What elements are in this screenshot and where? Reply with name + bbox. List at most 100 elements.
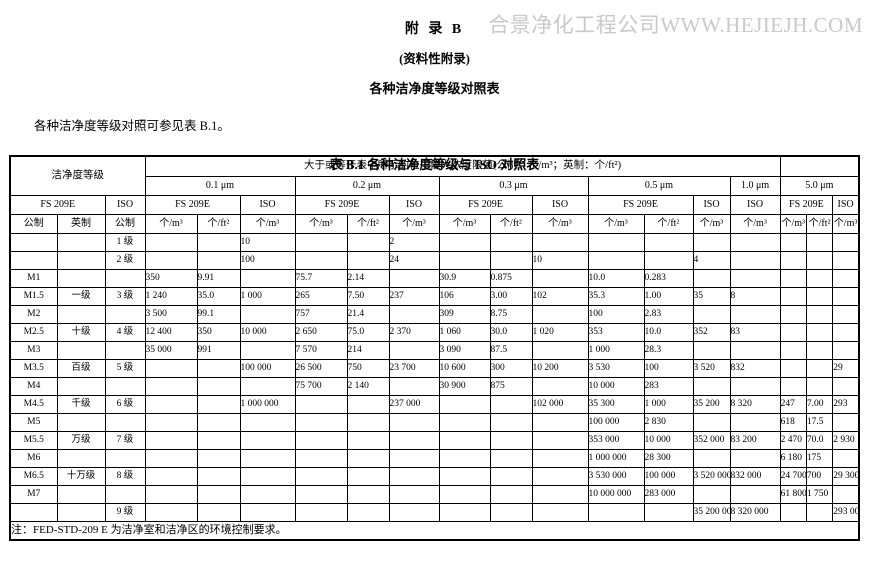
- data-cell-0-3: [294, 233, 348, 252]
- data-cell-5-1: 350: [196, 323, 241, 342]
- row-iso-class: 5 级: [104, 359, 146, 378]
- table-row: M5.5 万级 7 级 353 000 10 000 352 000 83 200 2 470…: [9, 431, 860, 450]
- data-cell-11-0: [144, 431, 198, 450]
- table-row: M3.5 百级 5 级 100 000 26 500 750 23 700 10 600 300…: [9, 359, 860, 378]
- data-cell-5-5: 2 370: [388, 323, 440, 342]
- row-fs-imperial: [56, 413, 106, 432]
- document-heading: 附 录 B (资料性附录) 各种洁净度等级对照表: [0, 0, 869, 97]
- row-fs-imperial: [56, 251, 106, 270]
- data-cell-4-14: [805, 305, 834, 324]
- row-iso-class: 7 级: [104, 431, 146, 450]
- row-fs-imperial: 万级: [56, 431, 106, 450]
- data-cell-5-3: 2 650: [294, 323, 348, 342]
- data-cell-1-0: [144, 251, 198, 270]
- data-cell-4-12: [729, 305, 781, 324]
- header-unit-15: 个/m³: [832, 214, 860, 234]
- data-cell-10-5: [388, 413, 440, 432]
- data-cell-2-12: [729, 269, 781, 288]
- row-fs-metric: M1: [9, 269, 58, 288]
- data-cell-7-14: [805, 359, 834, 378]
- header-row-group: 洁净度等级 大于或等于表中所示的粒子最大浓度限值(公制：个/m³；英制：个/ft…: [9, 155, 859, 196]
- data-cell-11-13: 2 470: [779, 431, 807, 450]
- data-cell-11-8: [531, 431, 589, 450]
- data-cell-0-4: [346, 233, 390, 252]
- row-iso-class: [104, 413, 146, 432]
- row-fs-imperial: [56, 485, 106, 504]
- data-cell-0-1: [196, 233, 241, 252]
- table-row: M4 75 700 2 140 30 900 875 10 000 283: [9, 377, 860, 396]
- data-cell-1-4: [346, 251, 390, 270]
- data-cell-10-12: [729, 413, 781, 432]
- row-fs-imperial: [56, 233, 106, 252]
- data-cell-10-13: 618: [779, 413, 807, 432]
- data-cell-3-11: 35: [692, 287, 731, 306]
- data-cell-10-7: [489, 413, 533, 432]
- data-cell-2-0: 350: [144, 269, 198, 288]
- data-cell-8-0: [144, 377, 198, 396]
- table-row: M7 10 000 000 283 000 61 800 1 750: [9, 485, 860, 504]
- data-cell-3-2: 1 000: [239, 287, 296, 306]
- data-cell-13-15: 29 300: [832, 467, 860, 486]
- data-cell-6-2: [239, 341, 296, 360]
- lead-paragraph: 各种洁净度等级对照可参见表 B.1。: [34, 119, 230, 133]
- header-std-0: FS 209E: [144, 195, 241, 215]
- header-concentration-group: 大于或等于表中所示的粒子最大浓度限值(公制：个/m³；英制：个/ft²): [144, 155, 781, 177]
- table-row: M3 35 000 991 7 570 214 3 090 87.5 1 000 28.3: [9, 341, 860, 360]
- row-fs-metric: M1.5: [9, 287, 58, 306]
- data-cell-13-11: 3 520 000: [692, 467, 731, 486]
- row-fs-metric: [9, 503, 58, 522]
- data-cell-3-0: 1 240: [144, 287, 198, 306]
- data-cell-12-10: 28 300: [643, 449, 694, 468]
- data-cell-10-2: [239, 413, 296, 432]
- data-cell-8-11: [692, 377, 731, 396]
- appendix-subtitle: (资料性附录): [399, 52, 470, 66]
- data-cell-11-11: 352 000: [692, 431, 731, 450]
- data-cell-12-15: [832, 449, 860, 468]
- data-cell-9-9: 35 300: [587, 395, 645, 414]
- row-fs-imperial: [56, 341, 106, 360]
- table-row: M6.5 十万级 8 级 3 530 000 100 000 3 520 000 832 0…: [9, 467, 860, 486]
- data-cell-0-12: [729, 233, 781, 252]
- data-cell-2-5: [388, 269, 440, 288]
- data-cell-15-15: 293 000: [832, 503, 860, 522]
- data-cell-6-11: [692, 341, 731, 360]
- data-cell-5-13: [779, 323, 807, 342]
- data-cell-14-8: [531, 485, 589, 504]
- data-cell-9-4: [346, 395, 390, 414]
- data-cell-10-1: [196, 413, 241, 432]
- data-cell-13-1: [196, 467, 241, 486]
- data-cell-2-3: 75.7: [294, 269, 348, 288]
- data-cell-12-8: [531, 449, 589, 468]
- data-cell-1-5: 24: [388, 251, 440, 270]
- row-fs-metric: M5: [9, 413, 58, 432]
- table-row: M1 350 9.91 75.7 2.14 30.9 0.875 10.0 0.283: [9, 269, 860, 288]
- data-cell-11-7: [489, 431, 533, 450]
- data-cell-10-0: [144, 413, 198, 432]
- row-fs-metric: [9, 251, 58, 270]
- data-cell-7-3: 26 500: [294, 359, 348, 378]
- data-cell-3-6: 106: [438, 287, 491, 306]
- data-cell-1-13: [779, 251, 807, 270]
- table-note-row: 注：FED-STD-209 E 为洁净室和洁净区的环境控制要求。: [9, 521, 860, 541]
- data-cell-14-12: [729, 485, 781, 504]
- data-cell-12-4: [346, 449, 390, 468]
- header-std-5: ISO: [531, 195, 589, 215]
- data-cell-14-6: [438, 485, 491, 504]
- header-row-units: 公制 英制 公制 个/m³ 个/ft² 个/m³ 个/m³ 个/ft² 个/m³ 个/m³ 个/ft…: [9, 214, 860, 234]
- data-cell-3-8: 102: [531, 287, 589, 306]
- data-cell-1-14: [805, 251, 834, 270]
- data-cell-4-11: [692, 305, 731, 324]
- data-cell-1-11: 4: [692, 251, 731, 270]
- data-cell-15-10: [643, 503, 694, 522]
- header-size-0-1: 0.1 μm: [144, 176, 296, 196]
- data-cell-9-11: 35 200: [692, 395, 731, 414]
- data-cell-1-9: [587, 251, 645, 270]
- data-cell-8-7: 875: [489, 377, 533, 396]
- appendix-name: 各种洁净度等级对照表: [369, 81, 500, 96]
- data-cell-0-10: [643, 233, 694, 252]
- data-cell-7-13: [779, 359, 807, 378]
- header-std-9: FS 209E: [779, 195, 834, 215]
- data-cell-13-2: [239, 467, 296, 486]
- header-std-6: FS 209E: [587, 195, 694, 215]
- data-cell-13-12: 832 000: [729, 467, 781, 486]
